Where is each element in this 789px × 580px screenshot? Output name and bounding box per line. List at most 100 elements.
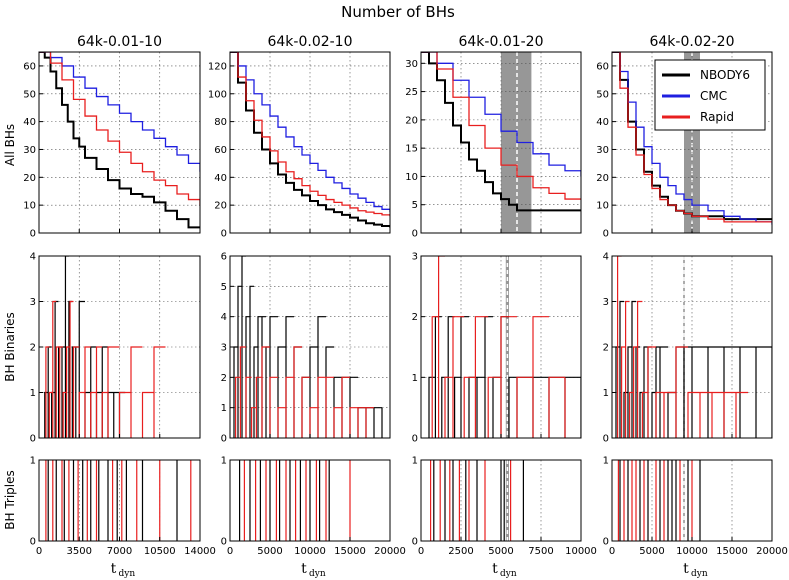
series-group	[428, 256, 581, 438]
series-spikes-nbody6	[433, 460, 524, 541]
x-axis-label-subscript: dyn	[691, 569, 708, 579]
legend-label-nbody6: NBODY6	[700, 68, 750, 82]
y-tick-label: 6	[221, 252, 227, 263]
series-line-nbody6	[612, 52, 772, 221]
series-spikes-nbody6	[239, 460, 330, 541]
y-tick-label: 20	[405, 115, 418, 126]
series-line-nbody6	[39, 52, 200, 229]
panel-title-2: 64k-0.01-20	[458, 34, 543, 50]
y-tick-label: 0	[603, 229, 609, 240]
panel-title-1: 64k-0.02-10	[267, 34, 352, 50]
panel-frame	[229, 51, 391, 234]
y-tick-label: 30	[405, 59, 418, 70]
x-tick-label: 7500	[528, 546, 553, 557]
shaded-band	[683, 460, 685, 541]
y-tick-label: 3	[221, 343, 227, 354]
series-group	[44, 256, 166, 438]
y-tick-label: 120	[208, 61, 227, 72]
y-tick-label: 1	[603, 456, 609, 467]
row-label-bh-triples: BH Triples	[3, 470, 17, 530]
series-spikes-rapid	[45, 300, 166, 438]
series-spikes-nbody6	[47, 460, 178, 541]
panel-3-1: 0 1 2 3 4	[603, 252, 773, 445]
x-tick-label: 5000	[488, 546, 513, 557]
y-tick-label: 25	[405, 87, 418, 98]
x-tick-label: 0	[609, 546, 615, 557]
series-group	[615, 256, 772, 438]
y-tick-label: 3	[412, 252, 418, 263]
series-line-nbody6	[230, 52, 390, 228]
y-tick-label: 3	[30, 297, 36, 308]
panel-title-3: 64k-0.02-20	[649, 34, 734, 50]
series-group	[612, 52, 772, 225]
y-tick-label: 40	[596, 117, 609, 128]
panel-1-1: 0 1 2 3 4 5 6	[221, 252, 391, 445]
x-tick-label: 10000	[676, 546, 708, 557]
series-group	[421, 52, 581, 212]
y-tick-label: 5	[221, 282, 227, 293]
series-spikes-rapid	[617, 460, 693, 541]
y-tick-label: 0	[412, 434, 418, 445]
y-tick-label: 60	[596, 61, 609, 72]
series-line-rapid	[230, 52, 390, 217]
series-spikes-rapid	[235, 346, 374, 438]
y-tick-label: 50	[23, 89, 36, 100]
y-tick-label: 1	[30, 388, 36, 399]
panel-0-0: 0 10 20 30 40 50 60	[23, 51, 201, 240]
series-group	[233, 256, 383, 438]
x-tick-label: 14000	[184, 546, 216, 557]
legend-label-rapid: Rapid	[700, 110, 734, 124]
x-tick-label: 2500	[448, 546, 473, 557]
y-tick-label: 2	[412, 312, 418, 323]
series-group	[230, 52, 390, 228]
x-tick-label: 0	[227, 546, 233, 557]
y-tick-label: 20	[596, 173, 609, 184]
series-line-cmc	[39, 52, 200, 172]
x-tick-label: 0	[418, 546, 424, 557]
y-tick-label: 10	[405, 172, 418, 183]
series-group	[45, 460, 192, 541]
series-line-rapid	[39, 52, 200, 206]
shaded-band	[505, 460, 509, 541]
y-tick-label: 2	[221, 373, 227, 384]
y-tick-label: 0	[30, 537, 36, 548]
y-tick-label: 0	[412, 537, 418, 548]
x-axis-label-subscript: dyn	[309, 569, 326, 579]
y-tick-label: 0	[221, 229, 227, 240]
y-tick-label: 1	[412, 373, 418, 384]
y-tick-label: 1	[412, 456, 418, 467]
legend-label-cmc: CMC	[700, 89, 727, 103]
x-axis-label-subscript: dyn	[119, 569, 136, 579]
y-tick-label: 50	[596, 89, 609, 100]
series-spikes-rapid	[617, 256, 748, 438]
series-line-cmc	[230, 52, 390, 213]
x-axis-label-subscript: dyn	[500, 569, 517, 579]
series-line-cmc	[612, 52, 772, 225]
x-tick-label: 10000	[294, 546, 326, 557]
series-group	[617, 460, 701, 541]
y-tick-label: 30	[596, 145, 609, 156]
series-line-rapid	[421, 52, 581, 200]
y-tick-label: 100	[208, 89, 227, 100]
y-tick-label: 1	[221, 403, 227, 414]
legend: NBODY6 CMC Rapid	[654, 59, 766, 131]
y-tick-label: 10	[23, 201, 36, 212]
series-spikes-nbody6	[615, 300, 772, 438]
x-tick-label: 20000	[374, 546, 406, 557]
series-spikes-rapid	[431, 256, 566, 438]
series-spikes-nbody6	[619, 460, 701, 541]
panel-2-2: 0 1 0 2500 5000 7500 10000	[412, 456, 597, 558]
series-group	[39, 52, 200, 229]
panel-3-2: 0 1 0 5000 10000 15000 20000	[603, 456, 788, 558]
row-label-all-bhs: All BHs	[3, 124, 17, 166]
x-tick-label: 0	[36, 546, 42, 557]
series-group	[239, 460, 351, 541]
y-tick-label: 0	[221, 537, 227, 548]
panel-2-1: 0 1 2 3	[412, 252, 582, 445]
y-tick-label: 20	[214, 201, 227, 212]
y-tick-label: 30	[23, 145, 36, 156]
x-axis-label: t	[111, 561, 117, 577]
y-tick-label: 40	[214, 173, 227, 184]
